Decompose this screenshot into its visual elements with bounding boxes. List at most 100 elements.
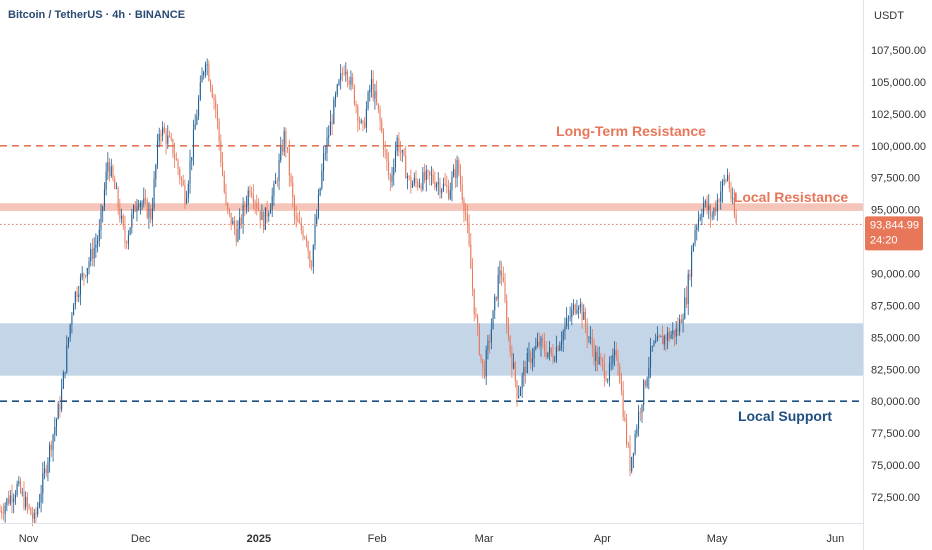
level-band-1 xyxy=(0,203,863,211)
candle-body xyxy=(369,89,371,93)
candle-body xyxy=(689,274,691,277)
candle-body xyxy=(271,195,273,209)
candle-body xyxy=(83,273,85,276)
candle-body xyxy=(348,80,350,85)
candle-body xyxy=(723,180,725,182)
candle-body xyxy=(52,434,54,451)
candle-body xyxy=(540,338,542,346)
candle-body xyxy=(691,251,693,277)
candle-body xyxy=(643,380,645,405)
x-tick-label-dec: Dec xyxy=(131,533,151,545)
candle-body xyxy=(196,116,198,125)
candle-body xyxy=(382,131,385,150)
candle-body xyxy=(728,175,730,189)
time-axis[interactable]: Nov Dec 2025 Feb Mar Apr May Jun xyxy=(19,533,845,545)
candle-body xyxy=(43,468,46,473)
candle-body xyxy=(406,176,408,179)
candle-body xyxy=(273,183,275,196)
candle-body xyxy=(69,324,71,338)
candle-body xyxy=(379,109,381,121)
candle-body xyxy=(151,208,153,220)
candle-body xyxy=(312,245,314,267)
candle-body xyxy=(85,275,87,277)
candle-body xyxy=(537,341,539,347)
candle-body xyxy=(309,251,311,267)
candle-body xyxy=(314,224,316,246)
candle-body xyxy=(245,204,248,208)
candle-body xyxy=(237,229,239,242)
candle-body xyxy=(487,340,489,350)
candle-body xyxy=(415,178,417,182)
candle-body xyxy=(489,340,491,343)
candle-body xyxy=(403,150,405,156)
candle-body xyxy=(617,357,619,367)
candle-body xyxy=(40,493,42,503)
candle-body xyxy=(335,94,337,100)
levels-layer xyxy=(0,144,863,403)
candle-body xyxy=(285,131,287,148)
candle-body xyxy=(295,215,297,220)
candle-body xyxy=(607,379,609,381)
candle-body xyxy=(562,331,564,342)
candle-body xyxy=(549,347,551,353)
candle-body xyxy=(632,453,634,457)
candle-body xyxy=(466,214,468,224)
candle-body xyxy=(329,121,331,136)
candle-body xyxy=(244,205,246,208)
candle-body xyxy=(682,318,684,324)
candle-body xyxy=(76,291,78,297)
candle-body xyxy=(74,291,76,305)
candle-body xyxy=(439,182,441,193)
candle-body xyxy=(595,351,597,361)
candle-body xyxy=(95,244,97,248)
candle-body xyxy=(631,456,633,472)
candle-body xyxy=(480,354,482,360)
candle-body xyxy=(25,496,27,508)
candle-body xyxy=(112,166,114,180)
candle-body xyxy=(639,411,641,413)
candle-body xyxy=(345,71,347,75)
candle-body xyxy=(509,336,511,353)
candle-body xyxy=(418,185,420,187)
candle-body xyxy=(249,190,251,193)
candle-body xyxy=(437,182,439,185)
candle-body xyxy=(235,228,237,242)
candle-body xyxy=(268,213,270,217)
candle-body xyxy=(338,80,340,85)
candle-body xyxy=(91,248,93,259)
candle-body xyxy=(216,107,218,121)
overlay-layer: Long-Term Resistance Local Resistance Loca… xyxy=(0,123,863,424)
candle-body xyxy=(256,202,258,209)
candle-body xyxy=(278,160,280,181)
candle-body xyxy=(186,197,188,204)
candle-body xyxy=(651,345,653,347)
candle-body xyxy=(413,178,415,184)
candle-body xyxy=(389,174,391,182)
bar-countdown: 24:20 xyxy=(870,234,898,246)
candle-body xyxy=(576,309,578,314)
candle-body xyxy=(136,207,138,212)
candle-body xyxy=(427,170,429,172)
y-tick-label: 107,500.00 xyxy=(871,45,926,57)
candle-body xyxy=(33,512,35,519)
candle-body xyxy=(598,357,600,364)
candle-body xyxy=(126,242,128,244)
candle-body xyxy=(146,199,148,218)
chart-title: Bitcoin / TetherUS · 4h · BINANCE xyxy=(8,9,185,21)
y-tick-label: 77,500.00 xyxy=(871,428,920,440)
candle-body xyxy=(605,378,607,381)
candle-body xyxy=(458,160,460,175)
candle-body xyxy=(453,169,455,177)
candle-body xyxy=(675,328,677,337)
candle-body xyxy=(160,134,162,136)
y-tick-label: 72,500.00 xyxy=(871,492,920,504)
candle-body xyxy=(571,309,573,318)
candle-body xyxy=(175,158,177,161)
candle-body xyxy=(545,351,547,357)
candle-body xyxy=(109,162,111,177)
candle-body xyxy=(680,319,682,324)
price-axis[interactable]: 107,500.00 105,000.00 102,500.00 100,000.00… xyxy=(871,45,926,504)
candle-body xyxy=(38,502,40,507)
candle-body xyxy=(163,127,165,133)
